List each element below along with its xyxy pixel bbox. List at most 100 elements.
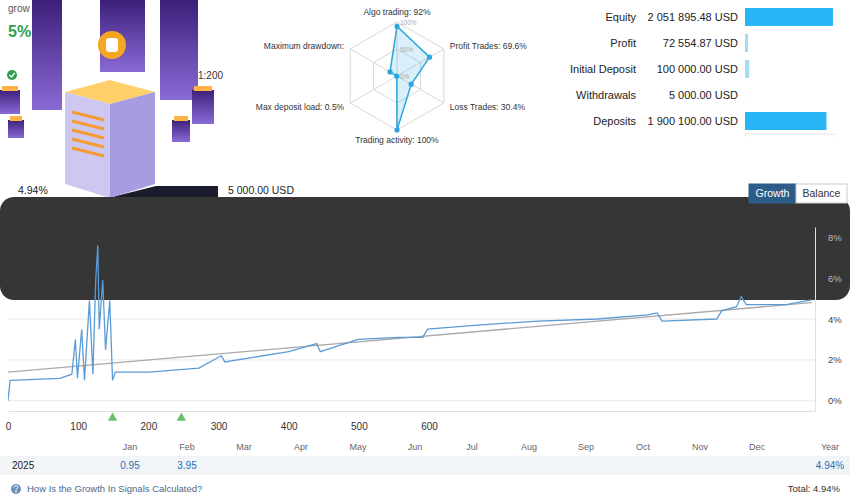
x-tick: 100 — [70, 411, 87, 432]
pillar-top — [10, 116, 22, 121]
box-left — [65, 92, 110, 198]
radar-ring — [350, 22, 444, 130]
pillar-top — [174, 116, 188, 121]
growth-stat: 4.94% — [18, 184, 48, 196]
box-stripe — [72, 139, 104, 147]
radar-point — [427, 55, 432, 60]
stat-label: Deposits — [593, 115, 636, 127]
month-header: May — [349, 442, 367, 452]
check-mark — [10, 73, 15, 77]
y-tick-label: 8% — [828, 232, 842, 243]
pillar — [32, 0, 62, 110]
month-header: Dec — [749, 442, 766, 452]
x-axis-line — [9, 411, 816, 412]
help-icon-curl — [14, 486, 18, 491]
help-link[interactable]: How Is the Growth In Signals Calculated? — [27, 483, 202, 494]
x-tick: 500 — [351, 411, 368, 432]
deposit-marker — [177, 413, 186, 421]
box-stripe — [72, 121, 104, 129]
radar-label: Trading activity: 100% — [355, 135, 439, 145]
radar-spoke — [350, 49, 397, 76]
logo-mark — [106, 38, 118, 52]
x-tick-label: 200 — [141, 421, 158, 432]
box-stripe — [72, 148, 104, 156]
stat-label: Equity — [605, 11, 636, 23]
radar-point — [409, 82, 414, 87]
radar-point — [394, 24, 399, 29]
tab-button[interactable] — [749, 184, 796, 203]
stat-value: 1 900 100.00 USD — [647, 115, 738, 127]
month-header: Jun — [408, 442, 423, 452]
y-tick: 2% — [815, 354, 842, 365]
page: grow 5% 1:200 4.94% 5 000.00 USD 0% 50% 100% Alg… — [0, 0, 850, 500]
month-header: Jan — [123, 442, 138, 452]
month-value: 3.95 — [177, 460, 197, 471]
year-header: Year — [821, 442, 839, 452]
x-tick-label: 0 — [6, 421, 12, 432]
stat-label: Profit — [610, 37, 636, 49]
radar-chart: 0%50%100%Algo trading: 92%Profit Trades:… — [256, 7, 527, 145]
y-tick-label: 6% — [828, 273, 842, 284]
year-label: 2025 — [12, 460, 35, 471]
pillar — [192, 90, 214, 124]
radar-point — [394, 127, 399, 132]
stat-label: Initial Deposit — [570, 63, 636, 75]
stat-value: 5 000.00 USD — [228, 184, 294, 196]
stat-value: 2 051 895.48 USD — [647, 11, 738, 23]
stat-value: 100 000.00 USD — [657, 63, 738, 75]
check-icon — [7, 70, 17, 80]
growth-line — [8, 245, 811, 400]
tab-button[interactable] — [796, 184, 847, 203]
month-header: Apr — [294, 442, 308, 452]
month-value: 0.95 — [120, 460, 140, 471]
header-title: grow — [8, 3, 30, 14]
stat-bar — [745, 112, 826, 130]
stats-axis — [745, 134, 835, 135]
deposit-markers — [108, 413, 186, 421]
radar-label: Max deposit load: 0.5% — [256, 102, 345, 112]
footer-total: Total: 4.94% — [788, 483, 841, 494]
stats-chart: Equity2 051 895.48 USDProfit72 554.87 US… — [570, 8, 835, 137]
stats-tick — [745, 134, 746, 137]
tab-label: Balance — [803, 187, 841, 199]
y-axis: 0% 2% 4% 6% 8% — [815, 228, 842, 412]
pillar — [8, 120, 24, 138]
radar-point — [387, 69, 392, 74]
grid-line — [8, 359, 815, 360]
tab-label: Growth — [756, 187, 790, 199]
year-total: 4.94% — [816, 460, 844, 471]
background — [0, 0, 850, 500]
box-stripe — [72, 130, 104, 138]
stats-tick — [835, 134, 836, 137]
header-growth: 5% — [8, 23, 31, 40]
help-icon[interactable] — [11, 484, 21, 494]
radar-tick-label: 50% — [400, 46, 413, 53]
month-header: Mar — [236, 442, 252, 452]
pillar-top — [194, 86, 212, 91]
x-tick: 400 — [281, 411, 298, 432]
y-tick: 0% — [815, 395, 842, 406]
x-tick-label: 500 — [351, 421, 368, 432]
stat-bar — [745, 34, 748, 52]
month-header: Jul — [466, 442, 478, 452]
table-row — [0, 456, 850, 475]
y-tick: 4% — [815, 314, 842, 325]
x-tick: 200 — [141, 411, 158, 432]
x-tick-label: 600 — [421, 421, 438, 432]
redaction-overlay — [0, 197, 850, 300]
radar-point — [394, 74, 399, 79]
leverage: 1:200 — [198, 70, 223, 81]
stat-bar — [745, 8, 833, 26]
y-tick-label: 2% — [828, 354, 842, 365]
month-header: Nov — [692, 442, 709, 452]
radar-tick-label: 100% — [400, 19, 417, 26]
y-axis-line — [815, 228, 816, 412]
help-icon-dot — [15, 491, 17, 493]
radar-label: Profit Trades: 69.6% — [450, 41, 527, 51]
month-header: Sep — [578, 442, 594, 452]
month-header: Aug — [521, 442, 537, 452]
radar-label: Maximum drawdown: — [264, 41, 344, 51]
radar-label: Algo trading: 92% — [363, 7, 431, 17]
y-tick: 6% — [815, 273, 842, 284]
pillar — [160, 0, 198, 100]
